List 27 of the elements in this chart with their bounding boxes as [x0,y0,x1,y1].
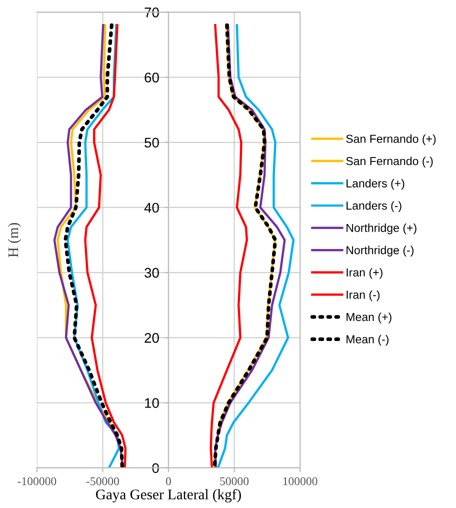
y-tick-label: 30 [144,268,159,278]
legend-label: San Fernando (-) [346,156,433,168]
x-axis-title: Gaya Geser Lateral (kgf) [96,488,241,502]
legend-label: Mean (-) [346,334,388,346]
y-tick-label: 50 [144,138,159,148]
line-series [84,24,127,468]
x-tick-label: 50000 [220,477,249,486]
legend-label: Northridge (+) [346,224,416,234]
line-series [210,24,248,468]
y-tick-label: 0 [152,463,159,474]
legend-label: San Fernando (+) [346,134,436,146]
y-tick-label: 20 [144,333,159,343]
x-tick-label: -100000 [18,477,56,486]
y-tick-label: 40 [144,202,159,213]
legend-label: Mean (+) [346,312,392,324]
legend-label: Landers (+) [346,178,404,190]
x-tick-label: 100000 [283,477,318,486]
x-tick-label: -50000 [86,477,119,486]
y-axis-title: H (m) [8,223,22,258]
legend-label: Northridge (-) [346,246,414,257]
y-tick-label: 10 [145,398,159,408]
legend-label: Iran (-) [346,290,380,302]
x-tick-label: 0 [166,477,171,486]
y-tick-label: 60 [144,72,159,82]
y-tick-label: 70 [144,8,159,18]
legend-label: Iran (+) [346,268,382,279]
legend-label: Landers (-) [346,201,402,212]
